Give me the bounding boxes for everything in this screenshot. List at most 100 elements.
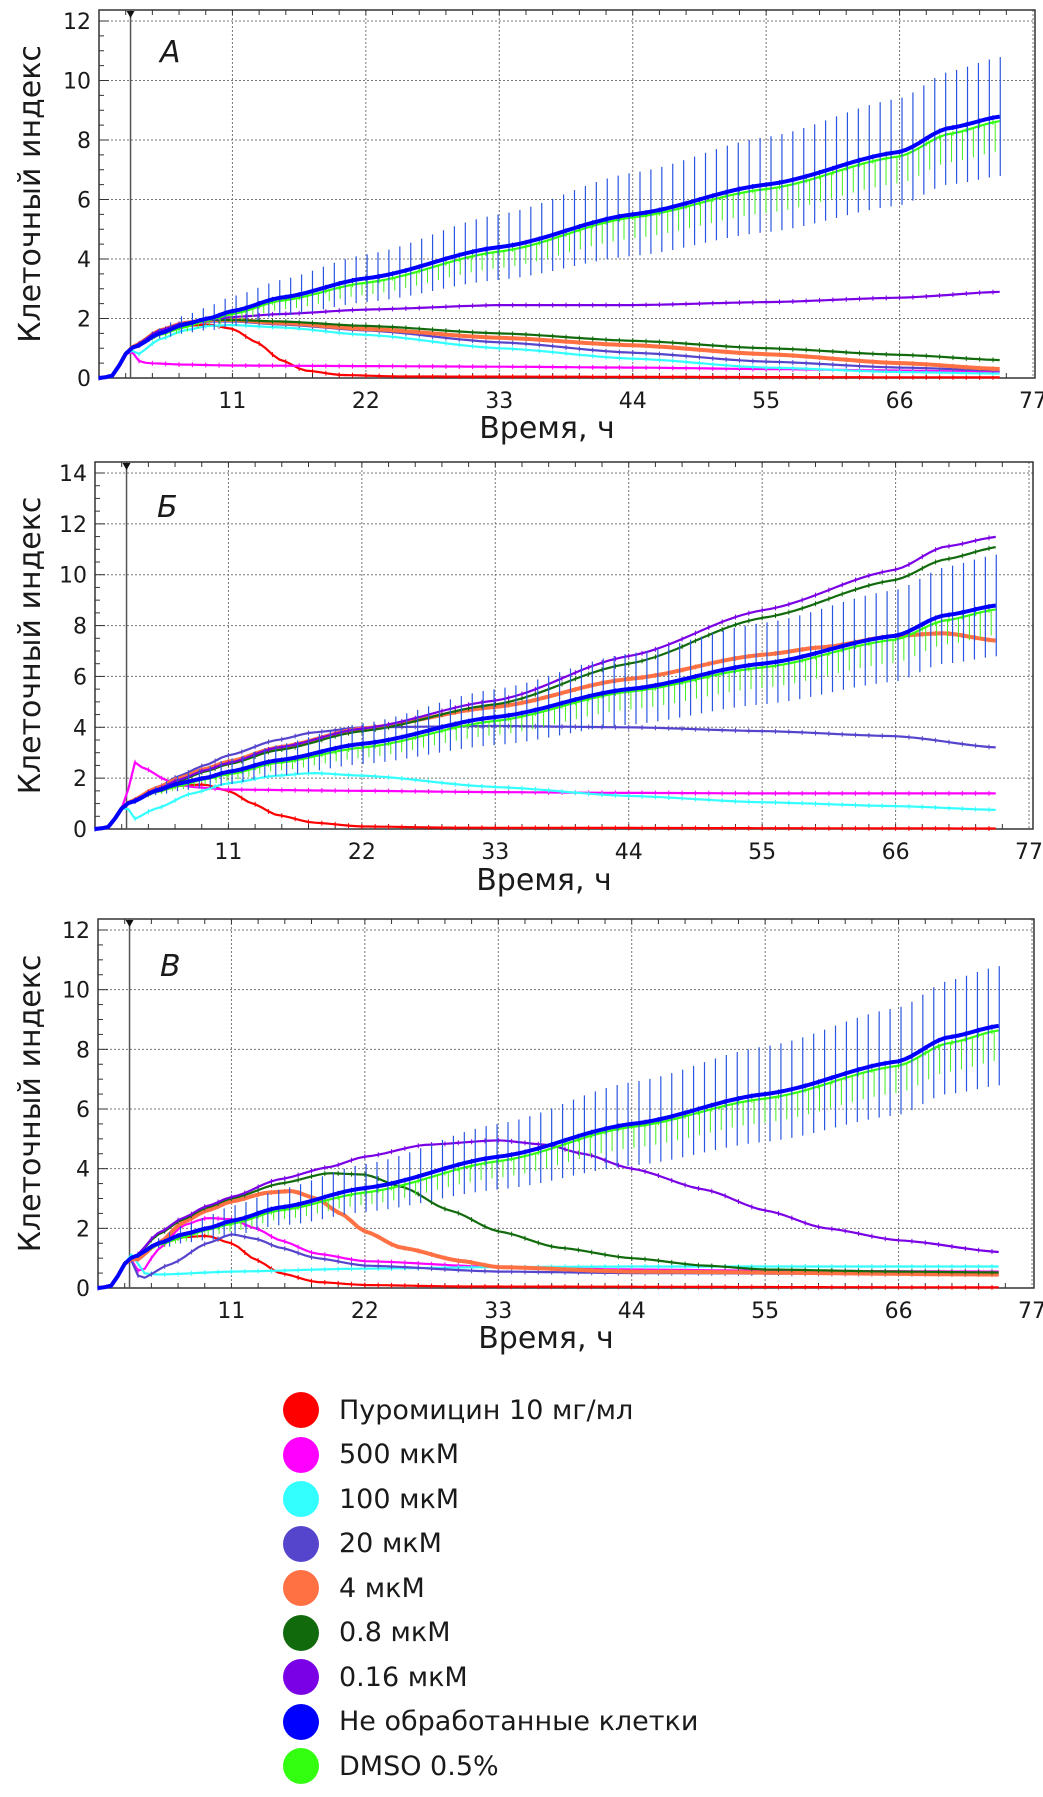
x-tick-label: 11	[217, 1299, 245, 1324]
panel-label: Б	[157, 490, 178, 525]
series-line	[94, 724, 996, 831]
panel-label: В	[160, 949, 181, 984]
series-2	[94, 770, 996, 832]
series-line	[94, 761, 996, 831]
series-line	[94, 546, 996, 831]
series-line	[98, 318, 1000, 380]
panel-label: А	[158, 35, 181, 70]
y-axis-title: Клеточный индекс	[13, 497, 48, 795]
series-line	[98, 323, 1000, 380]
y-tick-label: 10	[63, 70, 91, 95]
y-tick-label: 4	[77, 248, 91, 273]
plot-frame	[98, 9, 1036, 379]
legend-label: 4 мкМ	[339, 1572, 425, 1604]
treatment-marker-icon	[126, 11, 135, 18]
chart-panel: 0 2 4 6 8 10 12 11 22 33 44 55 66 77 Время, ч Клеточный…	[13, 9, 1043, 446]
series-line	[98, 120, 1000, 380]
x-tick-label: 66	[885, 1299, 913, 1324]
series-7	[94, 554, 997, 832]
x-tick-label: 33	[484, 1299, 512, 1324]
y-tick-label: 4	[76, 1158, 90, 1183]
x-tick-label: 66	[886, 389, 914, 414]
x-tick-label: 44	[618, 1299, 646, 1324]
y-axis-title: Клеточный индекс	[13, 45, 48, 343]
legend-item: 20 мкМ	[283, 1522, 698, 1567]
x-tick-label: 22	[352, 389, 380, 414]
y-tick-label: 4	[73, 716, 87, 741]
legend-swatch-icon	[283, 1525, 319, 1562]
legend-item: 500 мкМ	[283, 1433, 698, 1478]
series-2	[98, 322, 1000, 381]
series-8	[97, 1029, 999, 1291]
y-tick-label: 14	[59, 462, 87, 487]
series-7	[97, 966, 1000, 1291]
legend-swatch-icon	[283, 1659, 319, 1696]
legend-item: 4 мкМ	[283, 1566, 698, 1611]
legend-item: 0.16 мкМ	[283, 1655, 698, 1700]
legend-label: Не обработанные клетки	[339, 1706, 699, 1738]
y-tick-label: 12	[62, 919, 90, 944]
x-tick-label: 33	[485, 389, 513, 414]
x-tick-label: 11	[214, 840, 242, 865]
legend-label: 0.8 мкМ	[339, 1617, 451, 1649]
y-tick-label: 12	[59, 513, 87, 538]
y-tick-label: 2	[73, 767, 87, 792]
series-line	[94, 535, 996, 831]
y-tick-label: 2	[76, 1217, 90, 1242]
legend-item: Пуромицин 10 мг/мл	[283, 1388, 698, 1433]
y-tick-label: 8	[77, 129, 91, 154]
series-line	[97, 1029, 999, 1290]
x-tick-label: 55	[752, 389, 780, 414]
x-tick-label: 44	[619, 389, 647, 414]
y-tick-label: 6	[77, 189, 91, 214]
legend-label: DMSO 0.5%	[339, 1750, 499, 1782]
y-tick-label: 0	[73, 818, 87, 843]
series-line	[98, 323, 1000, 380]
y-tick-label: 6	[73, 665, 87, 690]
treatment-marker-icon	[122, 463, 131, 470]
series-1	[94, 759, 996, 832]
series-line	[97, 1189, 999, 1290]
treatment-marker-icon	[125, 920, 134, 927]
series-7	[98, 57, 1001, 381]
x-tick-label: 33	[481, 840, 509, 865]
y-tick-label: 2	[77, 308, 91, 333]
x-axis-title: Время, ч	[479, 411, 615, 446]
x-tick-label: 77	[1015, 840, 1043, 865]
legend-item: 100 мкМ	[283, 1477, 698, 1522]
legend-label: 500 мкМ	[339, 1439, 460, 1471]
y-tick-label: 0	[77, 367, 91, 392]
series-6	[94, 535, 996, 832]
y-tick-label: 8	[76, 1038, 90, 1063]
chart-panel: 0 2 4 6 8 10 12 14 11 22 33 44 55 66 77 Время, ч Клеточн…	[13, 461, 1043, 898]
x-tick-label: 44	[615, 840, 643, 865]
series-line	[97, 1234, 999, 1290]
legend-swatch-icon	[283, 1570, 319, 1607]
y-tick-label: 8	[73, 615, 87, 640]
legend-swatch-icon	[283, 1614, 319, 1651]
x-tick-label: 55	[748, 840, 776, 865]
x-axis-title: Время, ч	[476, 863, 612, 898]
legend-swatch-icon	[283, 1748, 319, 1785]
y-axis-title: Клеточный индекс	[13, 955, 48, 1253]
y-tick-label: 12	[63, 10, 91, 35]
y-tick-label: 10	[62, 979, 90, 1004]
legend-swatch-icon	[283, 1392, 319, 1429]
plot-frame	[97, 918, 1035, 1289]
series-line	[94, 608, 996, 831]
x-tick-label: 11	[218, 389, 246, 414]
legend-item: 0.8 мкМ	[283, 1611, 698, 1656]
series-line	[98, 290, 1000, 380]
y-tick-label: 0	[76, 1277, 90, 1302]
y-tick-label: 10	[59, 564, 87, 589]
series-line	[94, 772, 996, 831]
legend: Пуромицин 10 мг/мл 500 мкМ 100 мкМ 20 мк…	[283, 1388, 698, 1789]
series-line	[97, 1172, 999, 1290]
legend-swatch-icon	[283, 1481, 319, 1518]
x-axis-title: Время, ч	[478, 1321, 614, 1356]
chart-panel: 0 2 4 6 8 10 12 11 22 33 44 55 66 77 Время, ч Клеточный…	[13, 918, 1043, 1356]
x-tick-label: 22	[348, 840, 376, 865]
x-tick-label: 77	[1018, 1299, 1043, 1324]
legend-item: Не обработанные клетки	[283, 1700, 698, 1745]
x-tick-label: 77	[1019, 389, 1043, 414]
